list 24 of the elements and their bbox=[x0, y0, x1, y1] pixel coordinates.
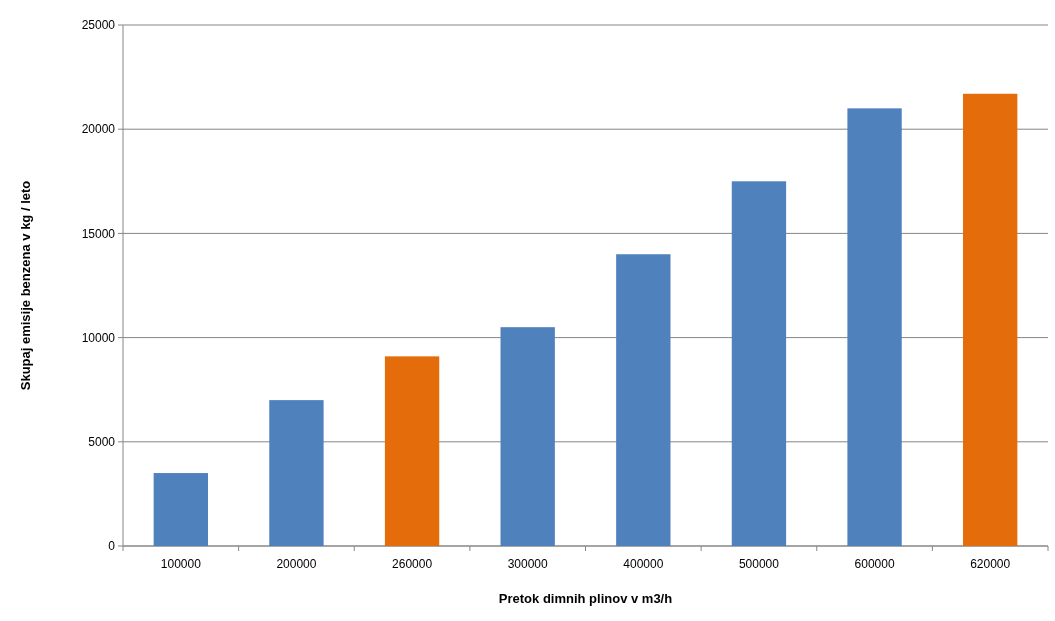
x-tick-label: 500000 bbox=[738, 557, 780, 571]
bar bbox=[963, 93, 1018, 546]
x-tick-label: 600000 bbox=[854, 557, 895, 571]
y-tick-label: 0 bbox=[108, 539, 116, 554]
y-tick-label: 10000 bbox=[81, 330, 116, 345]
y-tick-label: 5000 bbox=[88, 435, 116, 449]
x-tick-label: 260000 bbox=[392, 557, 433, 571]
x-tick-label: 200000 bbox=[276, 557, 317, 571]
bar bbox=[616, 254, 671, 546]
y-axis-title: Skupaj emisije benzena v kg / leto bbox=[18, 180, 33, 391]
x-tick-label: 620000 bbox=[970, 557, 1011, 571]
x-tick-label: 300000 bbox=[507, 557, 549, 571]
x-tick-label: 100000 bbox=[160, 557, 202, 571]
y-tick-label: 20000 bbox=[81, 122, 116, 137]
x-tick-label: 400000 bbox=[623, 557, 664, 571]
bar bbox=[500, 327, 555, 546]
bar bbox=[269, 400, 324, 546]
y-tick-label: 15000 bbox=[81, 226, 116, 241]
bar bbox=[847, 108, 902, 546]
bar bbox=[731, 181, 787, 546]
bar bbox=[153, 473, 208, 546]
x-axis-title: Pretok dimnih plinov v m3/h bbox=[498, 591, 673, 606]
bar bbox=[384, 356, 440, 546]
y-tick-label: 25000 bbox=[81, 18, 116, 33]
